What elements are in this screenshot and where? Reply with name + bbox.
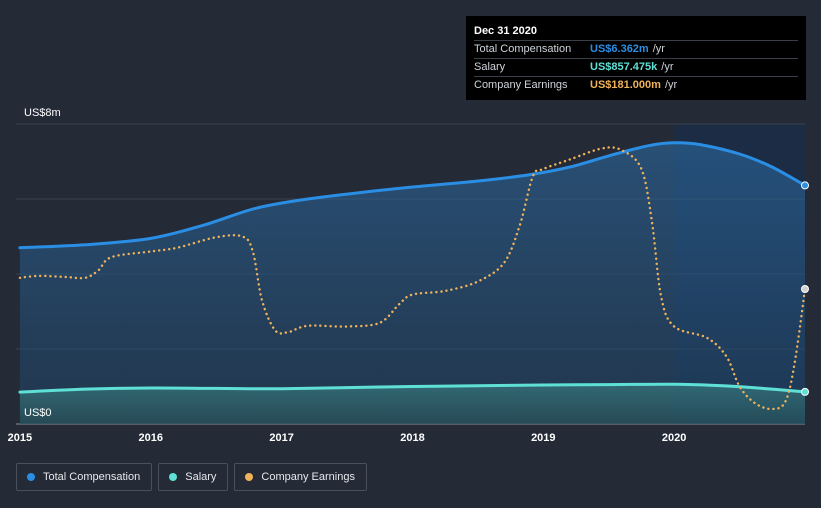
legend-item-salary[interactable]: Salary xyxy=(158,463,229,491)
tooltip-value: US$6.362m xyxy=(590,43,649,55)
x-tick-label: 2019 xyxy=(531,432,555,444)
tooltip-value: US$181.000m xyxy=(590,79,661,91)
legend-label: Salary xyxy=(185,471,217,483)
tooltip-label: Salary xyxy=(474,61,506,73)
salary-end-point xyxy=(801,387,809,396)
chart-legend: Total Compensation Salary Company Earnin… xyxy=(16,463,367,491)
tooltip-label: Total Compensation xyxy=(474,43,572,55)
legend-item-total-compensation[interactable]: Total Compensation xyxy=(16,463,153,491)
legend-label: Total Compensation xyxy=(43,471,141,483)
company-earnings-line xyxy=(18,146,807,411)
legend-item-company-earnings[interactable]: Company Earnings xyxy=(234,463,367,491)
x-tick-label: 2017 xyxy=(269,432,293,444)
tooltip-unit: /yr xyxy=(664,79,678,91)
salary-line xyxy=(18,382,807,394)
salary-area xyxy=(19,384,805,424)
legend-label: Company Earnings xyxy=(261,471,355,483)
tooltip-unit: /yr xyxy=(652,43,665,55)
tooltip-date: Dec 31 2020 xyxy=(474,25,537,37)
x-tick-label: 2016 xyxy=(139,432,163,444)
total-compensation-area xyxy=(19,142,805,424)
hover-tooltip: Dec 31 2020 Total Compensation US$6.362m… xyxy=(466,16,806,100)
x-tick-label: 2018 xyxy=(400,432,424,444)
total-compensation-end-point xyxy=(801,181,809,190)
x-tick-label: 2015 xyxy=(8,432,32,444)
y-axis-top-label: US$8m xyxy=(24,107,61,119)
series-end-markers xyxy=(801,181,809,396)
tooltip-unit: /yr xyxy=(661,61,674,73)
total-compensation-line xyxy=(18,141,807,250)
x-tick-label: 2020 xyxy=(662,432,686,444)
legend-dot-icon xyxy=(169,473,178,481)
tooltip-row-total-compensation: Total Compensation US$6.362m /yr xyxy=(474,40,798,58)
tooltip-label: Company Earnings xyxy=(474,79,568,91)
tooltip-row-company-earnings: Company Earnings US$181.000m /yr xyxy=(474,76,798,94)
legend-dot-icon xyxy=(245,473,254,481)
company-earnings-end-point xyxy=(801,285,809,293)
tooltip-row-salary: Salary US$857.475k /yr xyxy=(474,58,798,76)
series-areas xyxy=(19,142,805,424)
legend-dot-icon xyxy=(27,473,35,481)
series-lines xyxy=(18,141,807,411)
tooltip-value: US$857.475k xyxy=(590,61,658,73)
x-axis-ticks: 2015 2016 2017 2018 2019 2020 xyxy=(8,432,687,444)
y-axis-bottom-label: US$0 xyxy=(24,407,52,419)
